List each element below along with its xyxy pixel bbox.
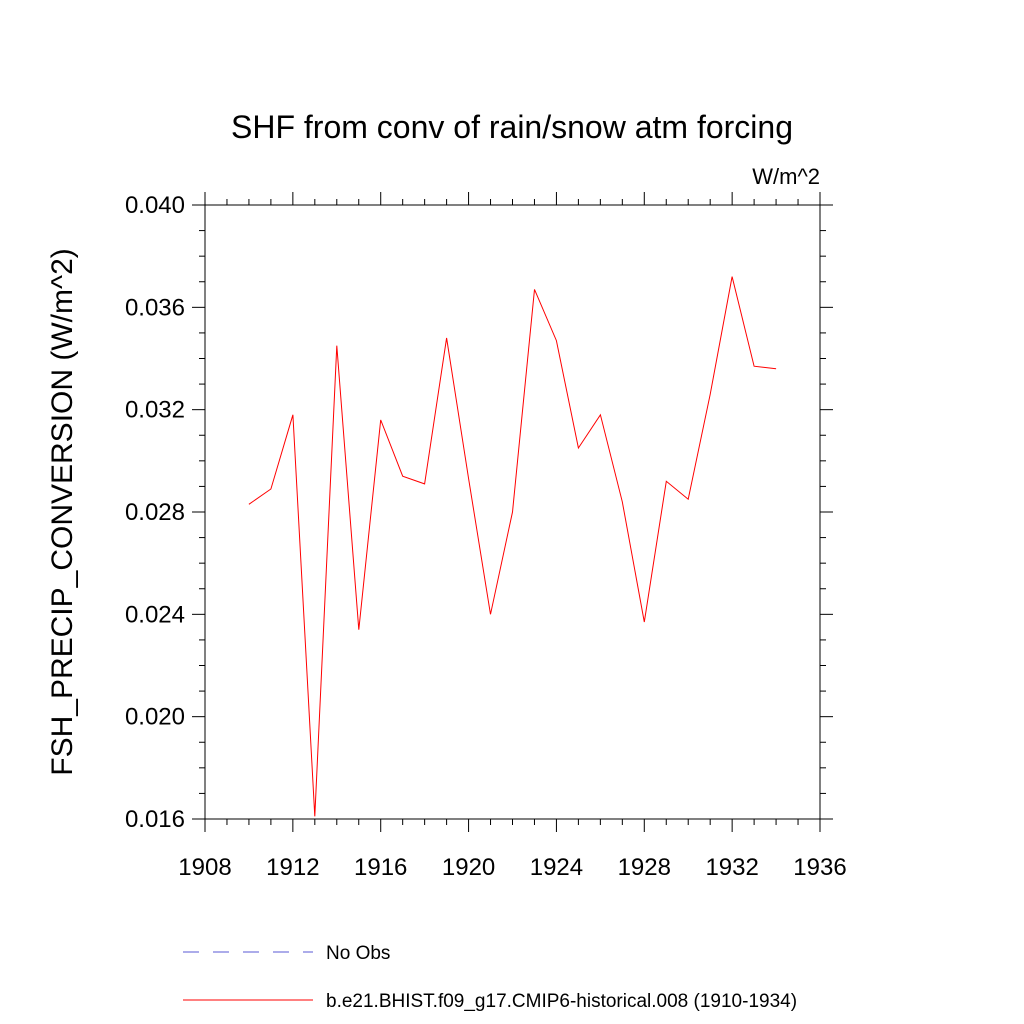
legend-label: b.e21.BHIST.f09_g17.CMIP6-historical.008… xyxy=(326,991,797,1012)
y-tick-label: 0.032 xyxy=(125,397,185,424)
x-tick-label: 1908 xyxy=(178,854,231,881)
y-tick-label: 0.040 xyxy=(125,192,185,219)
chart-title: SHF from conv of rain/snow atm forcing xyxy=(231,109,793,145)
y-tick-label: 0.036 xyxy=(125,294,185,321)
y-tick-label: 0.024 xyxy=(125,601,185,628)
series-line-1 xyxy=(248,276,777,817)
x-tick-label: 1912 xyxy=(266,854,319,881)
x-tick-label: 1928 xyxy=(618,854,671,881)
x-tick-label: 1916 xyxy=(354,854,407,881)
y-tick-label: 0.028 xyxy=(125,499,185,526)
y-tick-label: 0.016 xyxy=(125,806,185,833)
series-layer xyxy=(248,276,777,817)
x-tick-label: 1924 xyxy=(530,854,583,881)
x-axis: 1908 1912 1916 1920 1924 1928 1932 1936 xyxy=(178,192,847,881)
units-label: W/m^2 xyxy=(752,164,820,189)
legend-label: No Obs xyxy=(326,943,390,964)
y-axis: 0.016 0.020 0.024 0.028 0.032 0.036 0.040 xyxy=(125,192,833,833)
x-tick-label: 1932 xyxy=(705,854,758,881)
x-tick-label: 1936 xyxy=(793,854,846,881)
legend: No Obs b.e21.BHIST.f09_g17.CMIP6-historic… xyxy=(183,943,797,1012)
x-tick-label: 1920 xyxy=(442,854,495,881)
y-tick-label: 0.020 xyxy=(125,704,185,731)
y-axis-label: FSH_PRECIP_CONVERSION (W/m^2) xyxy=(46,248,79,775)
